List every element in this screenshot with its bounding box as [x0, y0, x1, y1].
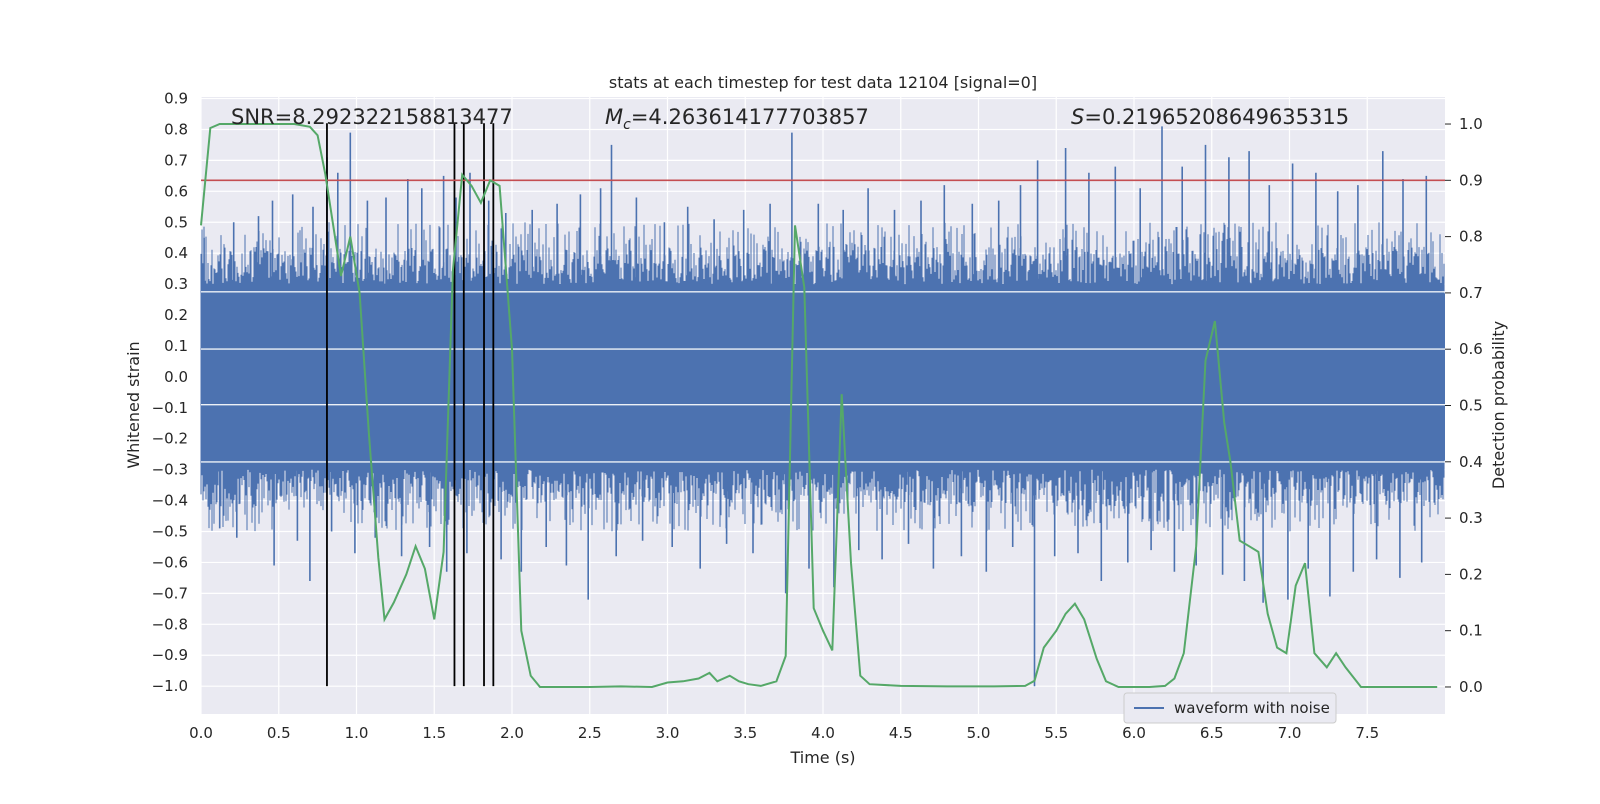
- y-tick-label: 0.9: [164, 90, 188, 108]
- y2-tick-label: 0.0: [1459, 678, 1483, 696]
- x-tick-label: 5.5: [1044, 724, 1068, 742]
- y2-tick-label: 0.4: [1459, 453, 1483, 471]
- chirp-mass-subscript: c: [623, 117, 631, 133]
- y-tick-label: 0.1: [164, 337, 188, 355]
- chirp-mass-symbol: M: [605, 105, 623, 129]
- s-annotation: S=0.21965208649635315: [1071, 105, 1349, 129]
- probability-line: [200, 123, 1438, 689]
- y-tick-label: 0.7: [164, 151, 188, 169]
- y-axis-label: Whitened strain: [124, 341, 143, 468]
- x-tick-label: 1.0: [345, 724, 369, 742]
- legend-box: [1123, 692, 1337, 724]
- y-tick-label: −0.4: [152, 492, 188, 510]
- x-tick-label: 2.5: [578, 724, 602, 742]
- x-tick-label: 4.0: [811, 724, 835, 742]
- probability-series: [200, 123, 1438, 689]
- x-tick-label: 4.5: [889, 724, 913, 742]
- x-tick-label: 2.0: [500, 724, 524, 742]
- x-tick-label: 0.0: [189, 724, 213, 742]
- plot-area: [200, 123, 1445, 689]
- y-tick-label: 0.2: [164, 306, 188, 324]
- y-tick-label: 0.6: [164, 182, 188, 200]
- y-tick-label: −0.6: [152, 553, 188, 571]
- x-axis-ticks: 0.0 0.5 1.0 1.5 2.0 2.5 3.0 3.5 4.0 4.5 5.0 5.5 6.0 6…: [189, 724, 1379, 742]
- y-tick-label: −0.7: [152, 584, 188, 602]
- y2-tick-label: 0.5: [1459, 397, 1483, 415]
- y2-tick-label: 0.7: [1459, 284, 1483, 302]
- x-tick-label: 7.5: [1355, 724, 1379, 742]
- legend-label: waveform with noise: [1174, 699, 1330, 717]
- y2-tick-label: 0.1: [1459, 622, 1483, 640]
- chirp-mass-annotation: Mc=4.263614177703857: [605, 105, 869, 133]
- y-tick-label: −0.5: [152, 523, 188, 541]
- x-tick-label: 6.0: [1122, 724, 1146, 742]
- x-tick-label: 7.0: [1278, 724, 1302, 742]
- chart-title: stats at each timestep for test data 121…: [609, 73, 1037, 92]
- y-tick-label: 0.0: [164, 368, 188, 386]
- x-tick-label: 1.5: [422, 724, 446, 742]
- x-tick-label: 3.5: [733, 724, 757, 742]
- y-tick-label: 0.5: [164, 213, 188, 231]
- y-tick-label: −1.0: [152, 677, 188, 695]
- y2-tick-label: 0.8: [1459, 228, 1483, 246]
- y-tick-label: −0.8: [152, 615, 188, 633]
- y2-tick-label: 1.0: [1459, 115, 1483, 133]
- y-tick-label: −0.9: [152, 646, 188, 664]
- waveform-noise: [200, 222, 1445, 532]
- legend: waveform with noise: [1123, 692, 1337, 724]
- y-tick-label: −0.2: [152, 430, 188, 448]
- y-tick-label: 0.4: [164, 244, 188, 262]
- chirp-mass-value: =4.263614177703857: [631, 105, 869, 129]
- y-axis-ticks: 0.9 0.8 0.7 0.6 0.5 0.4 0.3 0.2 0.1 0.0 −0.1 −0.2 −0…: [152, 90, 188, 696]
- snr-annotation: SNR=8.292322158813477: [231, 105, 513, 129]
- y2-tick-label: 0.9: [1459, 171, 1483, 189]
- x-tick-label: 6.5: [1200, 724, 1224, 742]
- x-tick-label: 0.5: [267, 724, 291, 742]
- y-tick-label: 0.8: [164, 120, 188, 138]
- x-tick-label: 3.0: [656, 724, 680, 742]
- s-symbol: S: [1071, 105, 1084, 129]
- detection-lines: [326, 123, 495, 687]
- waveform-series: [200, 126, 1445, 687]
- x-tick-label: 5.0: [967, 724, 991, 742]
- y-tick-label: −0.1: [152, 399, 188, 417]
- y2-tick-label: 0.3: [1459, 509, 1483, 527]
- s-value: =0.21965208649635315: [1084, 105, 1349, 129]
- y-tick-label: 0.3: [164, 275, 188, 293]
- x-axis-label: Time (s): [789, 748, 855, 767]
- waveform-spikes: [203, 126, 1428, 687]
- y2-tick-label: 0.6: [1459, 340, 1483, 358]
- y2-axis-ticks: 1.0 0.9 0.8 0.7 0.6 0.5 0.4 0.3 0.2 0.1 0.0: [1445, 115, 1483, 696]
- y-tick-label: −0.3: [152, 461, 188, 479]
- y2-tick-label: 0.2: [1459, 565, 1483, 583]
- y2-axis-label: Detection probability: [1489, 321, 1508, 489]
